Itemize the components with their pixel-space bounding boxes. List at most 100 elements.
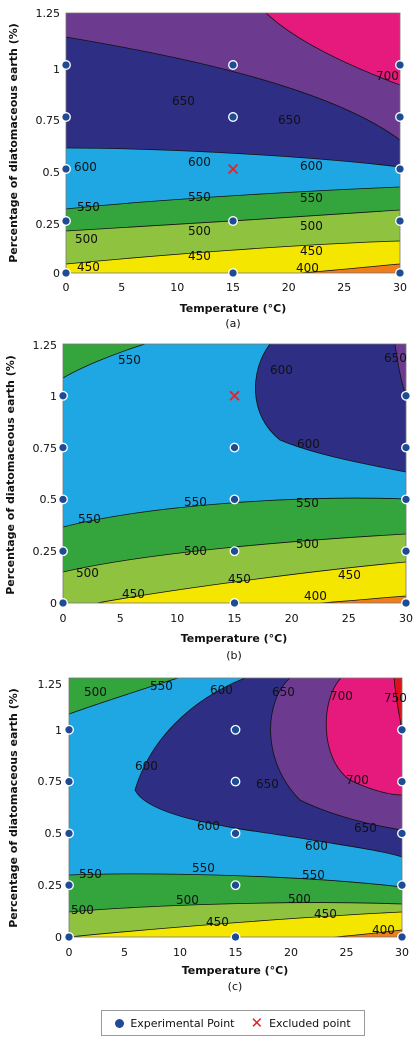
experimental-point-c-3 (64, 776, 74, 787)
ytick-b-0.25: 0.25 (33, 545, 58, 558)
region-c-750 (394, 678, 402, 730)
clabel-b-550-mid: 550 (184, 495, 207, 509)
xtick-c-10: 10 (173, 946, 187, 959)
xtick-b-25: 25 (342, 612, 356, 625)
experimental-point-a-0 (61, 268, 71, 278)
chart-legend: Experimental Point ✕ Excluded point (101, 1010, 365, 1036)
experimental-point-a-10 (395, 216, 405, 226)
experimental-point-b-1 (58, 546, 68, 557)
clabel-a-700: 700 (376, 69, 399, 83)
clabel-c-700-mid: 700 (346, 773, 369, 787)
clabel-c-500-top: 500 (84, 685, 107, 699)
xtick-a-15: 15 (226, 281, 240, 294)
panel-c: 500 550 600 600 650 700 750 650 700 650 … (7, 677, 410, 993)
panel-c-fill (69, 678, 402, 937)
ytick-a-0.25: 0.25 (36, 218, 61, 231)
region-c-450 (69, 912, 402, 937)
experimental-point-a-11 (395, 164, 405, 174)
experimental-point-a-3 (61, 112, 71, 122)
clabel-b-450-left: 450 (122, 587, 145, 601)
clabel-c-650-top: 650 (272, 685, 295, 699)
contour-lines-b (63, 344, 406, 603)
xtick-a-20: 20 (282, 281, 296, 294)
experimental-point-c-1 (64, 880, 74, 891)
clabel-c-550-left: 550 (79, 867, 102, 881)
clabel-a-450-mid: 450 (188, 249, 211, 263)
y-axis-title-c: Percentage of diatomaceous earth (%) (7, 688, 20, 928)
panel-a: 650 650 700 600 600 600 550 550 550 5 00 … (7, 7, 407, 330)
xtick-c-5: 5 (121, 946, 128, 959)
x-ticks-c: 0 5 10 15 20 25 30 (66, 946, 410, 959)
experimental-point-b-6 (229, 546, 240, 557)
ytick-c-0: 0 (55, 931, 62, 944)
x-ticks-a: 0 5 10 15 20 25 30 (63, 281, 408, 294)
experimental-point-c-10 (397, 932, 407, 942)
xtick-b-10: 10 (170, 612, 184, 625)
ytick-c-0.25: 0.25 (38, 879, 63, 892)
xtick-b-20: 20 (285, 612, 299, 625)
experimental-point-a-8 (228, 60, 238, 70)
clabel-a-550-left: 550 (77, 200, 100, 214)
contour-lines-a (66, 13, 400, 273)
clabel-b-450-mid: 450 (228, 572, 251, 586)
xtick-c-25: 25 (340, 946, 354, 959)
legend-item-excluded: ✕ Excluded point (250, 1015, 350, 1031)
experimental-point-b-12 (401, 442, 411, 453)
region-a-400 (300, 264, 400, 273)
clabel-c-650-right: 650 (354, 821, 377, 835)
clabel-a-600-mid: 600 (188, 155, 211, 169)
clabel-c-550-top: 550 (150, 679, 173, 693)
experimental-points-b (58, 390, 411, 608)
experimental-point-c-0 (64, 932, 74, 942)
ytick-c-1.25: 1.25 (38, 678, 63, 691)
xtick-b-15: 15 (228, 612, 242, 625)
experimental-point-b-4 (58, 390, 68, 401)
y-axis-title-a: Percentage of diatomaceous earth (%) (7, 23, 20, 263)
ytick-a-1.25: 1.25 (36, 7, 61, 20)
experimental-point-c-5 (230, 932, 241, 942)
clabel-b-600-mid: 600 (297, 437, 320, 451)
y-ticks-c: 1.25 1 0.75 0.5 0.25 0 (38, 678, 63, 944)
clabel-c-500-mid: 500 (176, 893, 199, 907)
xtick-c-0: 0 (66, 946, 73, 959)
experimental-point-a-9 (395, 268, 405, 278)
clabel-c-650-mid: 650 (256, 777, 279, 791)
clabel-c-750: 750 (384, 691, 407, 705)
clabel-b-500-mid: 500 (184, 544, 207, 558)
experimental-point-c-9 (230, 724, 241, 735)
clabel-c-400: 400 (372, 923, 395, 937)
xtick-b-5: 5 (117, 612, 124, 625)
clabel-c-600-mid: 600 (197, 819, 220, 833)
clabel-c-450-right: 450 (314, 907, 337, 921)
experimental-points-a (61, 60, 405, 278)
caption-c: (c) (228, 980, 243, 993)
experimental-point-a-13 (395, 60, 405, 70)
region-c-700 (326, 678, 402, 795)
experimental-point-c-14 (397, 724, 407, 735)
contour-labels-b: 550 600 600 650 550 550 550 500 500 500 … (76, 351, 407, 603)
clabel-a-450-right: 450 (300, 244, 323, 258)
caption-b: (b) (226, 649, 242, 662)
xtick-a-30: 30 (393, 281, 407, 294)
region-b-450 (97, 562, 406, 603)
clabel-b-550-right: 550 (296, 496, 319, 510)
region-b-550-top (63, 344, 145, 378)
experimental-point-c-6 (230, 880, 241, 891)
experimental-points-c (64, 724, 407, 942)
experimental-point-b-5 (229, 598, 240, 608)
experimental-point-a-12 (395, 112, 405, 122)
experimental-point-b-8 (229, 442, 240, 453)
ytick-c-1: 1 (55, 724, 62, 737)
clabel-b-550-left: 550 (78, 512, 101, 526)
region-b-650 (395, 344, 406, 395)
panel-a-fill (66, 13, 400, 273)
xtick-a-5: 5 (118, 281, 125, 294)
clabel-b-500-right: 500 (296, 537, 319, 551)
experimental-point-c-13 (397, 776, 407, 787)
ytick-b-1.25: 1.25 (33, 339, 58, 352)
experimental-point-a-7 (228, 112, 238, 122)
clabel-a-400: 400 (296, 261, 319, 275)
clabel-b-400: 400 (304, 589, 327, 603)
y-ticks-b: 1.25 1 0.75 0.5 0.25 0 (33, 339, 58, 610)
ytick-a-0.5: 0.5 (43, 166, 61, 179)
